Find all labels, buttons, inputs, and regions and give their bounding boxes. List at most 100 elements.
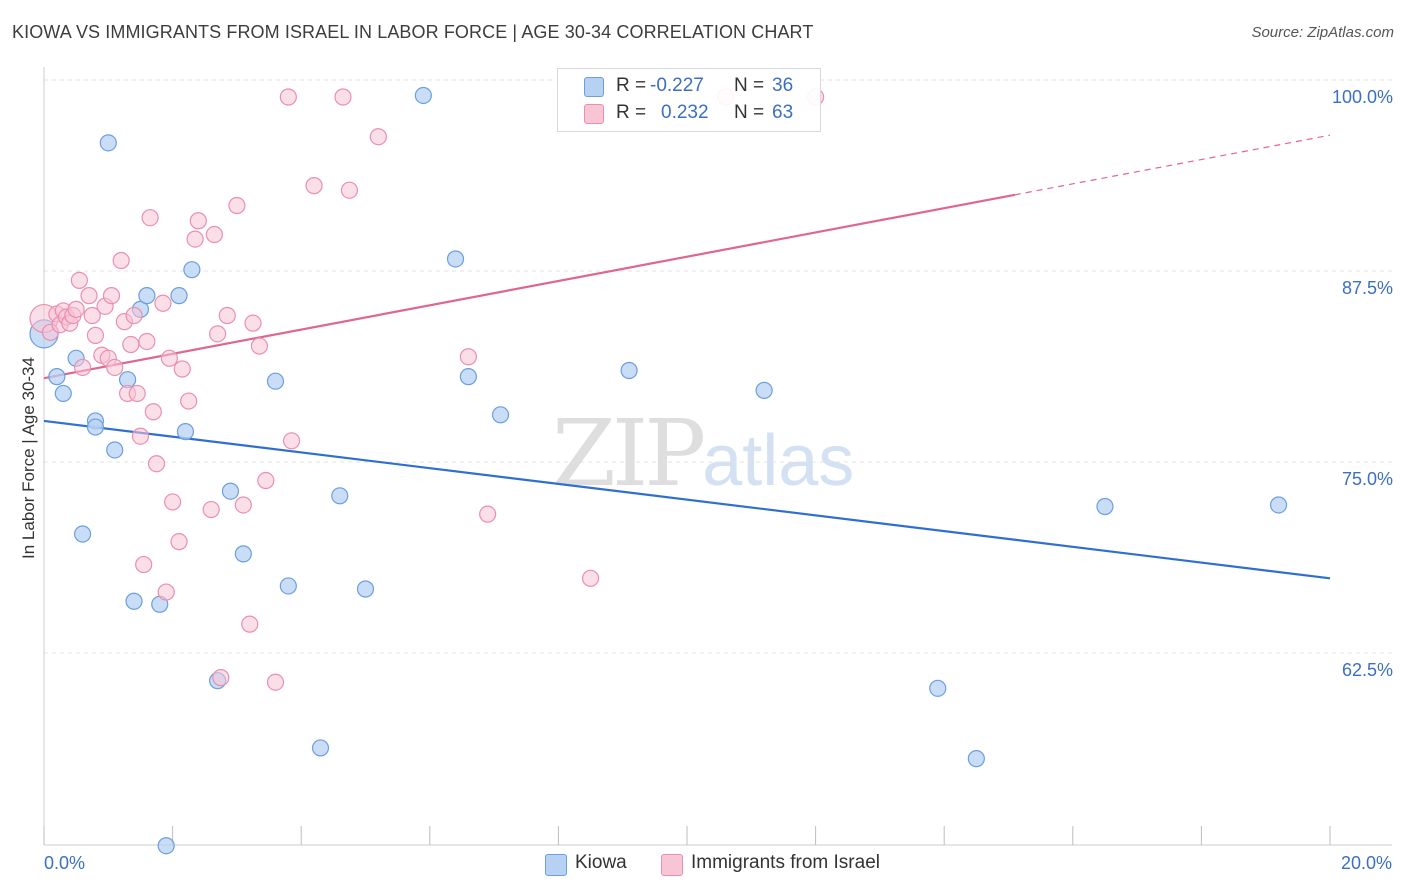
kiowa-point	[446, 250, 465, 268]
source-credit: Source: ZipAtlas.com	[1251, 24, 1394, 41]
israel-r-value: 0.232	[661, 102, 709, 123]
x-tick-label: 20.0%	[1341, 853, 1392, 873]
israel-point	[209, 325, 227, 343]
bottom-kiowa-label: Kiowa	[575, 852, 627, 873]
kiowa-point	[459, 368, 477, 386]
israel-point	[154, 294, 172, 312]
israel-point	[135, 555, 153, 574]
israel-point	[581, 569, 600, 587]
israel-point	[279, 88, 297, 106]
kiowa-n-label: N =	[734, 75, 765, 96]
y-tick-label: 100.0%	[1332, 87, 1393, 107]
kiowa-point	[106, 441, 124, 459]
israel-point	[128, 384, 146, 403]
israel-point	[122, 335, 140, 354]
kiowa-point	[221, 482, 240, 500]
israel-point	[144, 403, 162, 421]
bottom-israel-label: Immigrants from Israel	[691, 852, 880, 873]
israel-point	[228, 196, 246, 215]
israel-point	[160, 349, 178, 367]
y-tick-label: 75.0%	[1342, 469, 1393, 489]
israel-point	[157, 583, 175, 601]
kiowa-point	[1096, 497, 1114, 516]
israel-point	[205, 225, 223, 244]
y-tick-label: 87.5%	[1342, 278, 1393, 298]
israel-point	[305, 177, 323, 195]
y-tick-label: 62.5%	[1342, 660, 1393, 680]
kiowa-point	[48, 368, 66, 386]
trend-lines	[43, 134, 1331, 580]
israel-point	[164, 493, 182, 511]
israel-point	[334, 88, 352, 106]
kiowa-point	[1269, 496, 1288, 514]
israel-point	[180, 392, 198, 410]
kiowa-point	[929, 679, 947, 697]
axes	[43, 67, 1392, 846]
kiowa-point	[234, 545, 252, 563]
israel-point	[86, 326, 105, 344]
israel-point	[80, 287, 98, 305]
israel-point	[73, 358, 92, 377]
kiowa-point	[356, 580, 375, 598]
israel-point	[244, 314, 262, 332]
israel-trend-line	[43, 193, 1016, 380]
watermark-atlas: atlas	[702, 421, 855, 501]
israel-point	[83, 306, 101, 325]
israel-point	[202, 500, 220, 519]
israel-point	[125, 306, 143, 325]
israel-point	[212, 669, 230, 687]
israel-trend-extension	[1014, 134, 1331, 196]
stats-legend: R = -0.227 N = 36 R = 0.232 N = 63	[557, 68, 821, 132]
kiowa-trend-line	[43, 419, 1331, 580]
israel-point	[257, 471, 275, 490]
kiowa-point	[755, 381, 773, 399]
kiowa-point	[414, 86, 432, 105]
israel-point	[131, 427, 150, 445]
israel-r-label: R =	[616, 102, 647, 123]
tick-labels: 62.5% 75.0% 87.5% 100.0% 0.0% 20.0%	[44, 87, 1393, 873]
israel-point	[459, 348, 477, 366]
israel-point	[170, 533, 188, 551]
data-points	[29, 86, 1288, 855]
kiowa-point	[967, 750, 985, 768]
kiowa-n-value: 36	[772, 75, 794, 96]
kiowa-point	[73, 525, 92, 543]
israel-point	[340, 181, 359, 199]
israel-swatch	[584, 104, 604, 124]
bottom-kiowa-swatch	[545, 854, 567, 876]
watermark-zip: ZIP	[552, 400, 706, 507]
x-tick-label: 0.0%	[44, 853, 85, 873]
kiowa-point	[491, 406, 510, 424]
israel-point	[250, 337, 269, 355]
kiowa-point	[54, 384, 72, 403]
israel-point	[147, 455, 166, 473]
kiowa-r-value: -0.227	[650, 75, 704, 96]
israel-point	[282, 432, 301, 450]
israel-point	[189, 212, 207, 230]
israel-point	[112, 251, 130, 270]
grid-lines	[44, 79, 1392, 654]
israel-point	[266, 673, 285, 691]
israel-point	[234, 496, 252, 514]
kiowa-point	[125, 592, 143, 610]
israel-point	[218, 306, 236, 325]
israel-point	[138, 332, 156, 351]
kiowa-point	[331, 487, 349, 505]
kiowa-point	[266, 372, 285, 390]
kiowa-point	[620, 361, 638, 380]
israel-point	[369, 128, 387, 146]
chart-title: KIOWA VS IMMIGRANTS FROM ISRAEL IN LABOR…	[12, 22, 814, 42]
kiowa-point	[183, 261, 201, 279]
israel-point	[70, 271, 88, 289]
israel-point	[173, 360, 191, 378]
kiowa-point	[86, 418, 105, 436]
israel-point	[479, 505, 497, 523]
israel-point	[67, 300, 85, 318]
israel-point	[141, 209, 159, 227]
israel-point	[241, 615, 259, 633]
israel-point	[106, 358, 124, 377]
kiowa-point	[170, 287, 188, 305]
kiowa-point	[99, 134, 117, 152]
israel-n-label: N =	[734, 102, 765, 123]
